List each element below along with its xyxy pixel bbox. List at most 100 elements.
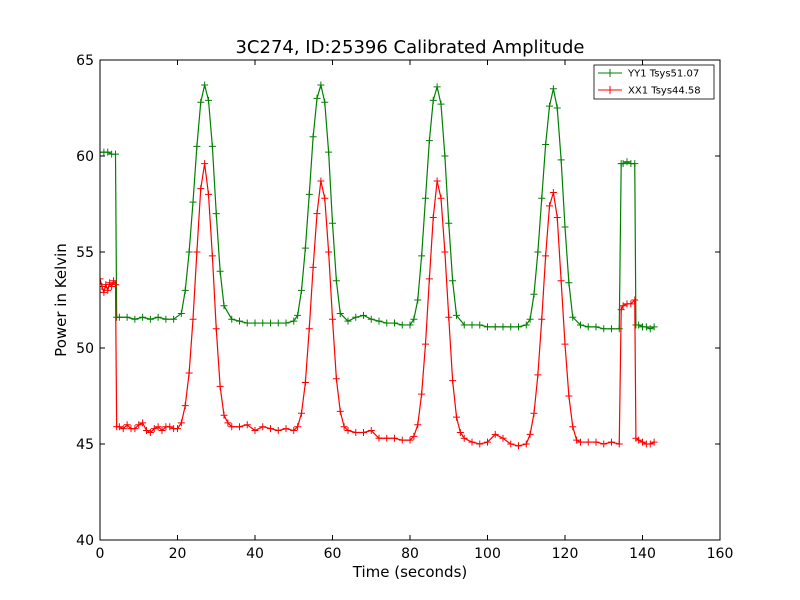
data-point: [344, 317, 352, 325]
data-point: [267, 319, 274, 327]
data-point: [329, 219, 336, 227]
data-point: [150, 425, 158, 433]
data-point: [189, 198, 197, 206]
data-point: [530, 409, 538, 417]
data-point: [243, 421, 251, 429]
data-point: [553, 104, 561, 112]
data-point: [584, 438, 592, 446]
data-point: [112, 281, 119, 289]
data-point: [557, 277, 565, 285]
data-point: [193, 142, 201, 150]
data-point: [110, 277, 118, 285]
data-point: [336, 309, 344, 317]
data-point: [146, 428, 154, 436]
data-point: [445, 219, 453, 227]
x-axis-label: Time (seconds): [352, 563, 468, 581]
data-point: [228, 423, 236, 431]
data-point: [617, 306, 625, 314]
data-point: [321, 194, 329, 202]
data-point: [146, 315, 154, 323]
data-point: [619, 302, 627, 310]
data-point: [592, 323, 600, 331]
data-point: [344, 427, 352, 435]
data-point: [290, 427, 298, 435]
data-point: [220, 302, 228, 310]
x-tick-label: 20: [169, 546, 187, 562]
data-point: [301, 379, 309, 387]
data-point: [340, 423, 348, 431]
data-point: [329, 315, 336, 323]
data-point: [115, 313, 123, 321]
data-point: [437, 194, 445, 202]
data-point: [484, 323, 491, 331]
data-point: [534, 371, 542, 379]
data-point: [208, 252, 216, 260]
data-point: [456, 428, 464, 436]
chart-title: 3C274, ID:25396 Calibrated Amplitude: [235, 37, 584, 58]
data-point: [123, 421, 131, 429]
data-point: [507, 323, 515, 331]
data-point: [301, 244, 309, 252]
data-point: [325, 148, 333, 156]
data-point: [565, 392, 573, 400]
data-point: [251, 319, 259, 327]
data-point: [569, 423, 577, 431]
data-point: [422, 194, 429, 202]
data-point: [104, 286, 112, 294]
data-point: [577, 438, 584, 446]
data-point: [391, 319, 398, 327]
data-point: [274, 427, 282, 435]
data-point: [193, 248, 201, 256]
data-point: [515, 442, 522, 450]
data-point: [460, 321, 468, 329]
y-tick-label: 40: [76, 533, 94, 549]
data-point: [418, 252, 426, 260]
data-point: [650, 323, 658, 331]
data-point: [398, 321, 406, 329]
data-point: [185, 369, 193, 377]
data-point: [112, 150, 119, 158]
data-point: [174, 425, 181, 433]
data-point: [557, 156, 565, 164]
data-point: [635, 321, 643, 329]
data-point: [429, 213, 437, 221]
data-point: [181, 286, 189, 294]
data-point: [499, 434, 507, 442]
data-point: [577, 321, 584, 329]
series-1: [100, 160, 658, 450]
data-point: [212, 325, 220, 333]
data-point: [425, 137, 433, 145]
data-point: [228, 315, 236, 323]
data-point: [615, 325, 623, 333]
data-point: [309, 133, 317, 141]
data-point: [453, 311, 460, 319]
data-point: [476, 321, 484, 329]
data-point: [236, 317, 243, 325]
data-point: [313, 210, 321, 218]
data-point: [507, 440, 515, 448]
data-point: [100, 283, 106, 291]
data-point: [367, 427, 375, 435]
data-point: [608, 438, 615, 446]
data-point: [546, 102, 553, 110]
data-point: [166, 423, 174, 431]
series-line: [100, 163, 655, 447]
data-point: [561, 223, 569, 231]
data-point: [391, 434, 398, 442]
data-point: [619, 160, 627, 168]
legend-label-yy1: YY1 Tsys51.07: [627, 69, 699, 80]
data-point: [639, 438, 646, 446]
data-point: [553, 213, 561, 221]
data-point: [205, 96, 212, 104]
data-point: [360, 311, 367, 319]
y-axis-label: Power in Kelvin: [52, 243, 70, 357]
data-point: [259, 319, 267, 327]
data-point: [476, 440, 484, 448]
data-point: [491, 323, 499, 331]
data-point: [135, 421, 143, 429]
data-point: [561, 340, 569, 348]
data-point: [445, 313, 453, 321]
data-point: [360, 428, 367, 436]
data-point: [197, 185, 205, 193]
data-point: [313, 94, 321, 102]
